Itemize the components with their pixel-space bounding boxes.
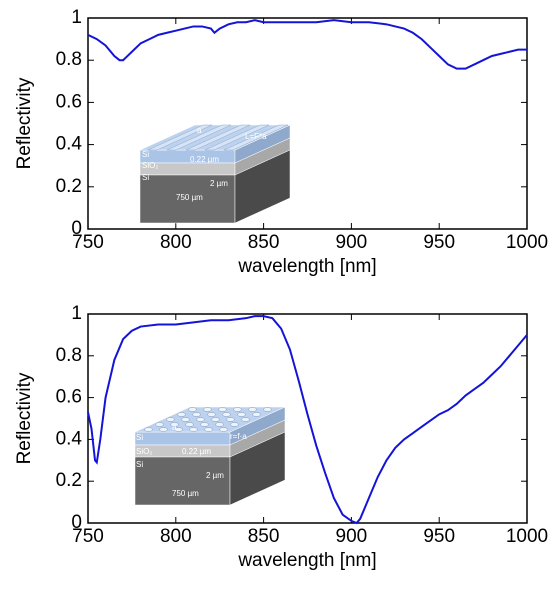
y-tick-label: 0.6 — [56, 91, 82, 112]
hole — [241, 417, 250, 422]
inset-label: L=F*a — [245, 132, 267, 141]
layer-side — [234, 149, 291, 224]
grating-ridge — [185, 124, 251, 151]
inset-label: a — [172, 423, 177, 432]
hole — [200, 422, 209, 427]
inset-label: Si — [142, 150, 149, 159]
inset-label: a — [197, 126, 202, 135]
y-tick-label: 0.8 — [56, 345, 82, 366]
hole — [219, 427, 228, 432]
y-axis-label: Reflectivity — [14, 372, 35, 464]
inset-label: 0.22 µm — [182, 447, 211, 456]
hole — [189, 427, 198, 432]
hole — [237, 412, 246, 417]
x-axis-label: wavelength [nm] — [237, 550, 376, 571]
inset-label: Si — [136, 433, 143, 442]
layer-side — [229, 431, 286, 506]
hole — [170, 422, 179, 427]
inset-diagram: Si SiO₂ Si a L=F*a 0.22 µm 2 µm 750 µm — [139, 124, 291, 224]
y-tick-label: 0.8 — [56, 49, 82, 70]
x-tick-label: 900 — [336, 526, 368, 547]
y-tick-label: 0.2 — [56, 470, 82, 491]
y-tick-label: 0 — [71, 218, 82, 239]
y-tick-label: 0.6 — [56, 387, 82, 408]
x-tick-label: 950 — [423, 232, 455, 253]
inset-label: 750 µm — [176, 193, 203, 202]
grating-ridge — [147, 124, 213, 151]
y-tick-label: 1 — [71, 303, 82, 324]
hole — [166, 417, 175, 422]
hole — [226, 417, 235, 422]
plot-frame — [87, 313, 528, 524]
data-line — [87, 315, 528, 525]
x-tick-label: 950 — [423, 526, 455, 547]
inset-label: r=f·a — [230, 432, 247, 441]
hole — [233, 407, 242, 412]
hole — [211, 417, 220, 422]
data-line — [87, 19, 527, 70]
hole — [181, 417, 190, 422]
y-tick-label: 1 — [71, 7, 82, 28]
inset-diagram: Si SiO₂ Si a r=f·a 0.22 µm 2 µm 750 µm — [134, 406, 286, 506]
hole — [203, 407, 212, 412]
grating-ridge — [166, 124, 232, 151]
inset-label: 750 µm — [172, 489, 199, 498]
x-tick-label: 850 — [248, 232, 280, 253]
y-tick-label: 0 — [71, 512, 82, 533]
layer-front — [139, 174, 236, 224]
hole — [222, 412, 231, 417]
x-tick-label: 900 — [336, 232, 368, 253]
inset-label: Si — [136, 460, 143, 469]
hole — [174, 427, 183, 432]
hole — [196, 417, 205, 422]
hole — [248, 407, 257, 412]
inset-label: 0.22 µm — [190, 155, 219, 164]
x-tick-label: 750 — [72, 232, 104, 253]
hole — [230, 422, 239, 427]
layer-front — [134, 431, 231, 446]
y-tick-label: 0.2 — [56, 176, 82, 197]
hole — [204, 427, 213, 432]
hole — [159, 427, 168, 432]
layer-front — [134, 456, 231, 506]
hole — [207, 412, 216, 417]
hole — [218, 407, 227, 412]
x-tick-label: 1000 — [506, 526, 548, 547]
inset-label: SiO₂ — [142, 161, 158, 170]
hole — [177, 412, 186, 417]
grating-ridge — [223, 124, 289, 151]
hole — [144, 427, 153, 432]
y-tick-label: 0.4 — [56, 134, 83, 155]
hole — [215, 422, 224, 427]
x-tick-label: 1000 — [506, 232, 548, 253]
hole — [252, 412, 261, 417]
inset-label: 2 µm — [210, 179, 228, 188]
y-axis-label: Reflectivity — [14, 77, 35, 169]
y-tick-label: 0.4 — [56, 428, 83, 449]
x-tick-label: 750 — [72, 526, 104, 547]
hole — [192, 412, 201, 417]
hole — [185, 422, 194, 427]
hole — [155, 422, 164, 427]
grating-ridge — [204, 124, 270, 151]
x-axis-label: wavelength [nm] — [237, 256, 376, 277]
x-tick-label: 800 — [160, 232, 192, 253]
inset-label: Si — [142, 173, 149, 182]
inset-label: SiO₂ — [136, 447, 152, 456]
hole — [188, 407, 197, 412]
plot-frame — [87, 17, 528, 230]
x-tick-label: 850 — [248, 526, 280, 547]
inset-label: 2 µm — [206, 471, 224, 480]
hole — [263, 407, 272, 412]
x-tick-label: 800 — [160, 526, 192, 547]
